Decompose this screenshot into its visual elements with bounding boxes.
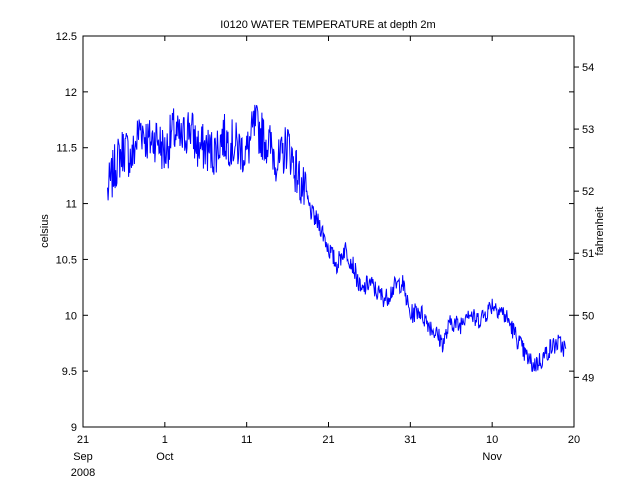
y2-tick-label: 51 <box>582 248 594 260</box>
y2-tick-label: 52 <box>582 186 594 198</box>
series-group <box>107 104 567 372</box>
y-tick-label: 10.5 <box>56 254 77 266</box>
y-tick-label: 10 <box>65 310 77 322</box>
chart-title: I0120 WATER TEMPERATURE at depth 2m <box>220 19 435 31</box>
y2-tick-label: 49 <box>582 372 594 384</box>
y2-axis-label: fahrenheit <box>594 207 606 256</box>
x-month-label: Oct <box>156 451 173 463</box>
y-tick-label: 11 <box>66 199 77 211</box>
y-axis-label: celsius <box>39 214 51 248</box>
x-tick-label: 20 <box>568 434 580 446</box>
y-tick-label: 12.5 <box>56 31 77 43</box>
x-tick-label: 10 <box>486 434 498 446</box>
y2-tick-label: 50 <box>582 310 594 322</box>
y-tick-label: 9 <box>71 422 77 434</box>
y2-tick-label: 53 <box>582 124 594 136</box>
series-line <box>107 104 567 372</box>
y-tick-label: 11.5 <box>56 143 77 155</box>
y-tick-label: 12 <box>65 87 77 99</box>
plot-area <box>82 35 575 428</box>
x-month-label: Sep <box>73 451 93 463</box>
x-tick-label: 21 <box>77 434 89 446</box>
x-month-label: Nov <box>482 451 502 463</box>
y-tick-label: 9.5 <box>62 366 77 378</box>
x-tick-label: 1 <box>162 434 168 446</box>
x-year-label: 2008 <box>71 467 95 479</box>
x-tick-label: 21 <box>322 434 334 446</box>
x-tick-label: 31 <box>404 434 416 446</box>
y2-tick-label: 54 <box>582 62 594 74</box>
x-tick-label: 11 <box>241 434 252 446</box>
